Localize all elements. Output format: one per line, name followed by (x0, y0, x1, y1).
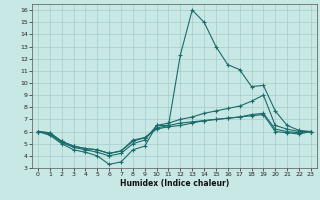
X-axis label: Humidex (Indice chaleur): Humidex (Indice chaleur) (120, 179, 229, 188)
